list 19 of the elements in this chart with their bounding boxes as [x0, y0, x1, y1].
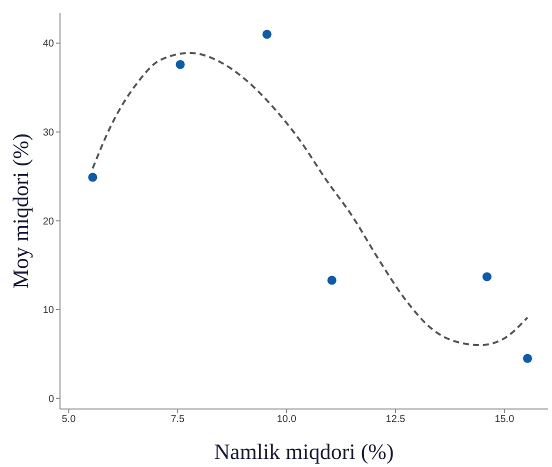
point [523, 354, 532, 363]
x-tick-label: 15.0 [494, 414, 515, 426]
point [88, 172, 98, 182]
point [262, 30, 272, 39]
x-tick-label: 5.0 [62, 414, 76, 426]
line-series [92, 52, 529, 346]
y-tick-label: 0 [48, 394, 54, 405]
x-axis-title: Namlik miqdori (%) [214, 439, 394, 464]
y-tick-label: 20 [42, 216, 54, 228]
x-tick-label: 12.5 [386, 414, 406, 426]
y-axis-title: Moy miqdori (%) [8, 133, 33, 289]
x-tick-label: 10.0 [276, 414, 297, 426]
x-tick-label: 7.5 [170, 414, 186, 426]
point [176, 60, 185, 70]
point [327, 276, 336, 285]
y-tick-label: 40 [42, 38, 54, 50]
y-tick-label: 10 [42, 305, 54, 316]
y-tick-label: 30 [42, 128, 54, 139]
point [482, 272, 492, 282]
